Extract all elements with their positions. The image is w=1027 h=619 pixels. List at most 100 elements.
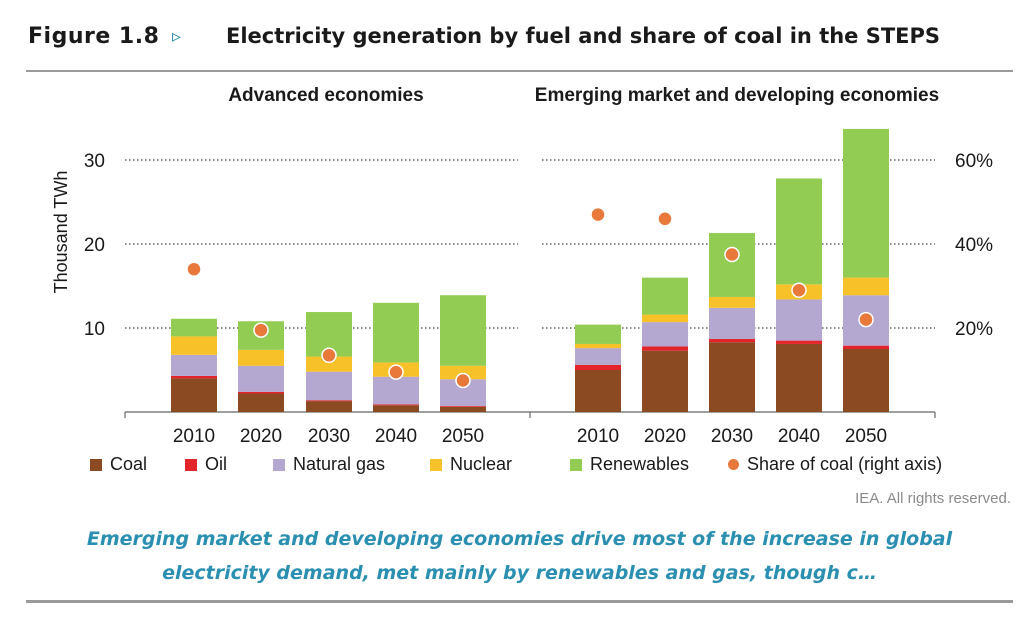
panel-title-0: Advanced economies — [228, 85, 423, 106]
legend-swatch-oil — [185, 458, 197, 471]
legend-swatch-natural-gas — [273, 458, 285, 471]
chart-svg: 10 2030 20% 40% 60% Thousand TWh Advanced econ… — [51, 85, 993, 447]
x-tick-label-0-2010: 2010 — [173, 426, 215, 447]
figure-caption: Emerging market and developing economies… — [26, 522, 1013, 590]
panel-title-1: Emerging market and developing economies — [535, 85, 939, 106]
bar-1-2010-renewables — [575, 324, 621, 344]
coal-share-dot-0-2040 — [388, 364, 404, 380]
coal-share-dot-1-2050 — [858, 311, 874, 328]
x-tick-label-0-2050: 2050 — [442, 426, 484, 447]
bar-0-2020-coal — [238, 393, 284, 412]
bar-1-2010-nuclear — [575, 343, 621, 349]
legend: Coal Oil Natural gas Nuclear Renewables Share… — [90, 454, 990, 478]
bar-1-2010-oil — [575, 364, 621, 370]
x-tick-label-0-2030: 2030 — [308, 426, 350, 447]
bar-1-2030-oil — [709, 338, 755, 343]
bar-1-2050-coal — [843, 349, 889, 412]
y-tick-label-10: 10 — [84, 319, 105, 340]
legend-swatch-coal — [90, 458, 102, 471]
legend-label-renewables: Renewables — [590, 454, 690, 474]
bar-0-2050-renewables — [440, 295, 486, 366]
figure-header: Figure 1.8 ▹ Electricity generation by f… — [28, 22, 1013, 58]
bar-1-2040-natural-gas — [776, 299, 822, 341]
x-tick-label-1-2010: 2010 — [577, 426, 619, 447]
bar-0-2030-natural-gas — [306, 371, 352, 401]
x-tick-label-0-2020: 2020 — [240, 426, 282, 447]
bottom-rule — [26, 600, 1013, 603]
bar-1-2020-oil — [642, 346, 688, 351]
coal-share-dot-0-2010 — [186, 261, 202, 277]
bar-0-2040-coal — [373, 405, 419, 412]
x-tick-label-1-2040: 2040 — [778, 426, 820, 447]
legend-item-share-of-coal: Share of coal (right axis) — [728, 454, 942, 475]
legend-label-oil: Oil — [205, 454, 227, 474]
bar-0-2040-natural-gas — [373, 376, 419, 405]
caption-line-1: Emerging market and developing economies… — [86, 528, 953, 550]
legend-item-oil: Oil — [185, 454, 227, 475]
legend-swatch-nuclear — [430, 458, 442, 471]
bar-1-2020-renewables — [642, 277, 688, 315]
bar-0-2030-coal — [306, 401, 352, 412]
legend-item-renewables: Renewables — [570, 454, 689, 475]
legend-label-share-of-coal: Share of coal (right axis) — [747, 454, 943, 474]
coal-share-dot-1-2030 — [724, 246, 740, 263]
bar-0-2050-coal — [440, 406, 486, 412]
legend-swatch-renewables — [570, 458, 582, 471]
bar-1-2020-natural-gas — [642, 322, 688, 347]
bar-0-2010-coal — [171, 378, 217, 412]
bar-0-2010-renewables — [171, 318, 217, 337]
bar-0-2020-nuclear — [238, 349, 284, 366]
bar-1-2050-nuclear — [843, 277, 889, 296]
caption-line-2: electricity demand, met mainly by renewa… — [162, 562, 877, 584]
legend-item-natural-gas: Natural gas — [273, 454, 385, 475]
coal-share-dot-1-2040 — [791, 282, 807, 298]
legend-label-nuclear: Nuclear — [450, 454, 513, 474]
bar-0-2040-oil — [373, 404, 419, 406]
bar-1-2030-natural-gas — [709, 307, 755, 339]
coal-share-dot-1-2010 — [590, 206, 606, 223]
bar-0-2010-nuclear — [171, 336, 217, 355]
legend-item-coal: Coal — [90, 454, 147, 475]
bar-0-2020-natural-gas — [238, 365, 284, 392]
bar-1-2030-coal — [709, 342, 755, 412]
bar-0-2050-nuclear — [440, 365, 486, 380]
figure-number: Figure 1.8 — [28, 24, 160, 49]
coal-share-dot-1-2020 — [657, 211, 673, 227]
coal-share-dot-0-2020 — [253, 322, 269, 338]
bar-0-2040-renewables — [373, 302, 419, 363]
coal-share-dot-0-2030 — [321, 347, 337, 364]
y-axis-title: Thousand TWh — [51, 171, 71, 294]
y-tick-label-30: 30 — [84, 151, 105, 172]
x-tick-label-1-2030: 2030 — [711, 426, 753, 447]
legend-item-nuclear: Nuclear — [430, 454, 512, 475]
legend-swatch-share-of-coal — [728, 459, 739, 470]
bar-0-2030-oil — [306, 400, 352, 402]
bar-1-2030-renewables — [709, 233, 755, 297]
bar-0-2030-nuclear — [306, 356, 352, 372]
y2-tick-label-40pct: 40% — [955, 235, 993, 256]
bar-0-2020-oil — [238, 391, 284, 394]
top-rule — [26, 70, 1013, 72]
bar-1-2050-oil — [843, 345, 889, 349]
bar-1-2040-coal — [776, 343, 822, 412]
bar-0-2010-oil — [171, 375, 217, 379]
y2-tick-label-20pct: 20% — [955, 319, 993, 340]
x-tick-label-1-2050: 2050 — [845, 426, 887, 447]
bar-1-2010-coal — [575, 370, 621, 412]
legend-label-natural-gas: Natural gas — [293, 454, 386, 474]
legend-label-coal: Coal — [110, 454, 148, 474]
bar-1-2040-renewables — [776, 178, 822, 285]
y2-tick-label-60pct: 60% — [955, 151, 993, 172]
bar-1-2030-nuclear — [709, 296, 755, 308]
bar-1-2050-renewables — [843, 128, 889, 278]
bar-1-2040-oil — [776, 340, 822, 344]
x-tick-label-1-2020: 2020 — [644, 426, 686, 447]
coal-share-dot-0-2050 — [455, 372, 471, 389]
figure-title: Electricity generation by fuel and share… — [226, 24, 941, 48]
figure-arrow-icon: ▹ — [172, 26, 182, 46]
x-tick-label-0-2040: 2040 — [375, 426, 417, 447]
bar-1-2020-nuclear — [642, 314, 688, 323]
rights-notice: IEA. All rights reserved. — [855, 490, 1011, 507]
chart-area: 10 20 30 20% 40% 60% Thousand TWh Advanced econ… — [0, 72, 1027, 490]
bar-1-2020-coal — [642, 350, 688, 412]
